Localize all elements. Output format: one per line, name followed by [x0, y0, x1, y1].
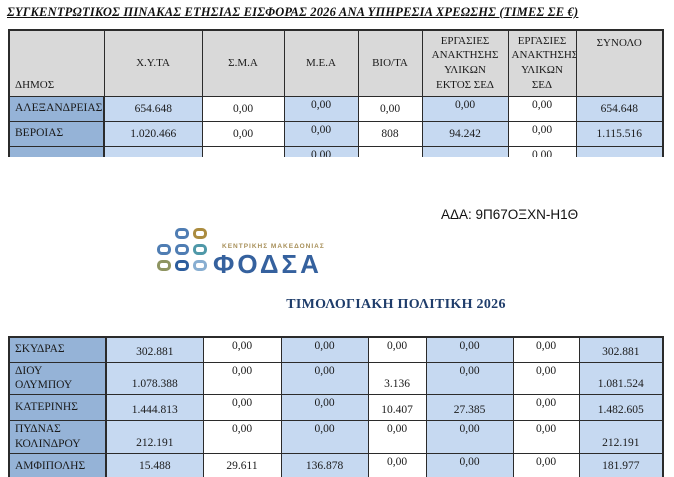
- logo-mark-icon: [157, 228, 209, 274]
- table-row: ΑΜΦΙΠΟΛΗΣ 15.488 29.611 136.878 0,00 0,0…: [8, 453, 664, 477]
- summary-table: ΔΗΜΟΣ Χ.Υ.ΤΑ Σ.Μ.Α Μ.Ε.Α ΒΙΟ/ΤΑ ΕΡΓΑΣΙΕΣ…: [8, 29, 664, 157]
- document-title: ΣΥΓΚΕΝΤΡΩΤΙΚΟΣ ΠΙΝΑΚΑΣ ΕΤΗΣΙΑΣ ΕΙΣΦΟΡΑΣ …: [7, 5, 579, 19]
- value-cell-mea: 0,00: [283, 120, 359, 147]
- value-cell-recovery-non-sed: 94.242: [421, 120, 509, 147]
- municipality-cell: ΣΚΥΔΡΑΣ: [8, 336, 107, 363]
- value-cell-recovery-non-sed: 0,00: [425, 336, 514, 363]
- municipality-cell: ΔΙΟΥ ΟΛΥΜΠΟΥ: [8, 361, 107, 396]
- value-cell-total: 1.115.516: [575, 120, 664, 147]
- value-cell-xyta: 15.488: [105, 453, 204, 477]
- summary-header-row: ΔΗΜΟΣ Χ.Υ.ΤΑ Σ.Μ.Α Μ.Ε.Α ΒΙΟ/ΤΑ ΕΡΓΑΣΙΕΣ…: [8, 29, 664, 97]
- value-cell-sma: [201, 145, 285, 157]
- value-cell-total: 302.881: [578, 336, 664, 363]
- value-cell-biota: 0,00: [357, 95, 423, 122]
- column-header-mea: Μ.Ε.Α: [283, 29, 359, 97]
- municipality-cell: ΑΜΦΙΠΟΛΗΣ: [8, 453, 107, 477]
- value-cell-total: 654.648: [575, 95, 664, 122]
- logo-name: ΦΟΔΣΑ: [213, 249, 322, 279]
- municipality-cell: ΚΑΤΕΡΙΝΗΣ: [8, 394, 107, 422]
- municipality-cell: ΒΕΡΟΙΑΣ: [8, 120, 105, 147]
- summary-table-container: ΔΗΜΟΣ Χ.Υ.ΤΑ Σ.Μ.Α Μ.Ε.Α ΒΙΟ/ΤΑ ΕΡΓΑΣΙΕΣ…: [8, 29, 666, 157]
- value-cell-xyta: [103, 145, 203, 157]
- value-cell-xyta: 212.191: [105, 420, 204, 455]
- value-cell-biota: 0,00: [367, 420, 427, 455]
- value-cell-recovery-sed: 0,00: [512, 453, 580, 477]
- value-cell-recovery-non-sed: 0,00: [421, 95, 509, 122]
- logo-subtitle: ΚΕΝΤΡΙΚΗΣ ΜΑΚΕΔΟΝΙΑΣ: [222, 243, 325, 250]
- value-cell-sma: 0,00: [201, 120, 285, 147]
- value-cell-recovery-non-sed: 0,00: [425, 420, 514, 455]
- column-header-recovery-non-sed: ΕΡΓΑΣΙΕΣ ΑΝΑΚΤΗΣΗΣ ΥΛΙΚΩΝ ΕΚΤΟΣ ΣΕΔ: [421, 29, 509, 97]
- value-cell-recovery-non-sed: 0,00: [425, 453, 514, 477]
- value-cell-total: 1.081.524: [578, 361, 664, 396]
- table-row: ΑΛΕΞΑΝΔΡΕΙΑΣ 654.648 0,00 0,00 0,00 0,00…: [8, 95, 664, 122]
- fodsa-logo: ΚΕΝΤΡΙΚΗΣ ΜΑΚΕΔΟΝΙΑΣ ΦΟΔΣΑ: [157, 228, 324, 286]
- municipality-cell: [8, 145, 105, 157]
- value-cell-total: 212.191: [578, 420, 664, 455]
- value-cell-mea: 136.878: [280, 453, 369, 477]
- value-cell-mea: 0,00: [283, 95, 359, 122]
- value-cell-total: 181.977: [578, 453, 664, 477]
- value-cell-recovery-sed: 0,00: [507, 145, 577, 157]
- value-cell-xyta: 1.078.388: [105, 361, 204, 396]
- column-header-recovery-sed: ΕΡΓΑΣΙΕΣ ΑΝΑΚΤΗΣΗΣ ΥΛΙΚΩΝ ΣΕΔ: [507, 29, 577, 97]
- policy-heading: ΤΙΜΟΛΟΓΙΑΚΗ ΠΟΛΙΤΙΚΗ 2026: [286, 297, 506, 312]
- value-cell-mea: 0,00: [283, 145, 359, 157]
- value-cell-biota: 0,00: [367, 336, 427, 363]
- value-cell-sma: 0,00: [202, 336, 282, 363]
- value-cell-sma: 29.611: [202, 453, 282, 477]
- value-cell-biota: [357, 145, 423, 157]
- value-cell-total: 1.482.605: [578, 394, 664, 422]
- value-cell-biota: 808: [357, 120, 423, 147]
- value-cell-mea: 0,00: [280, 336, 369, 363]
- municipality-cell: ΑΛΕΞΑΝΔΡΕΙΑΣ: [8, 95, 105, 122]
- value-cell-xyta: 1.444.813: [105, 394, 204, 422]
- table-row-partial: 0,00 0,00: [8, 145, 664, 157]
- value-cell-recovery-sed: 0,00: [507, 95, 577, 122]
- column-header-total: ΣΥΝΟΛΟ: [575, 29, 664, 97]
- table-row: ΚΑΤΕΡΙΝΗΣ 1.444.813 0,00 0,00 10.407 27.…: [8, 394, 664, 422]
- value-cell-total: [575, 145, 664, 157]
- value-cell-recovery-sed: 0,00: [512, 394, 580, 422]
- column-header-biota: ΒΙΟ/ΤΑ: [357, 29, 423, 97]
- column-header-sma: Σ.Μ.Α: [201, 29, 285, 97]
- value-cell-mea: 0,00: [280, 361, 369, 396]
- value-cell-recovery-sed: 0,00: [512, 336, 580, 363]
- ada-code: ΑΔΑ: 9Π67ΟΞΧΝ-Η1Θ: [441, 207, 579, 222]
- value-cell-recovery-sed: 0,00: [512, 420, 580, 455]
- value-cell-recovery-non-sed: 27.385: [425, 394, 514, 422]
- value-cell-xyta: 302.881: [105, 336, 204, 363]
- value-cell-mea: 0,00: [280, 394, 369, 422]
- value-cell-xyta: 654.648: [103, 95, 203, 122]
- value-cell-biota: 10.407: [367, 394, 427, 422]
- table-row: ΣΚΥΔΡΑΣ 302.881 0,00 0,00 0,00 0,00 0,00…: [8, 336, 664, 363]
- value-cell-recovery-non-sed: [421, 145, 509, 157]
- value-cell-xyta: 1.020.466: [103, 120, 203, 147]
- column-header-municipality: ΔΗΜΟΣ: [8, 29, 105, 97]
- policy-table-container: ΣΚΥΔΡΑΣ 302.881 0,00 0,00 0,00 0,00 0,00…: [8, 336, 666, 477]
- value-cell-sma: 0,00: [202, 394, 282, 422]
- value-cell-sma: 0,00: [201, 95, 285, 122]
- value-cell-recovery-non-sed: 0,00: [425, 361, 514, 396]
- table-row: ΠΥΔΝΑΣ ΚΟΛΙΝΔΡΟΥ 212.191 0,00 0,00 0,00 …: [8, 420, 664, 455]
- table-row: ΒΕΡΟΙΑΣ 1.020.466 0,00 0,00 808 94.242 0…: [8, 120, 664, 147]
- value-cell-mea: 0,00: [280, 420, 369, 455]
- value-cell-biota: 0,00: [367, 453, 427, 477]
- column-header-xyta: Χ.Υ.ΤΑ: [103, 29, 203, 97]
- municipality-cell: ΠΥΔΝΑΣ ΚΟΛΙΝΔΡΟΥ: [8, 420, 107, 455]
- table-row: ΔΙΟΥ ΟΛΥΜΠΟΥ 1.078.388 0,00 0,00 3.136 0…: [8, 361, 664, 396]
- value-cell-recovery-sed: 0,00: [507, 120, 577, 147]
- policy-table: ΣΚΥΔΡΑΣ 302.881 0,00 0,00 0,00 0,00 0,00…: [8, 336, 664, 477]
- value-cell-recovery-sed: 0,00: [512, 361, 580, 396]
- value-cell-sma: 0,00: [202, 420, 282, 455]
- value-cell-sma: 0,00: [202, 361, 282, 396]
- value-cell-biota: 3.136: [367, 361, 427, 396]
